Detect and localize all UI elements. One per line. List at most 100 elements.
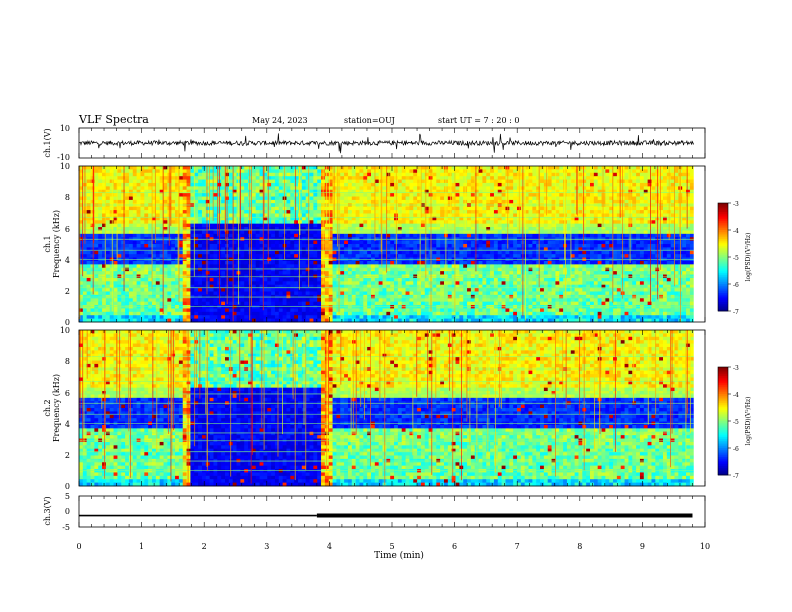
spectrogram-cell — [117, 284, 122, 289]
spectrogram-cell — [347, 301, 353, 306]
spectrogram-cell — [244, 291, 249, 296]
spectrogram-cell — [482, 260, 487, 265]
spectrogram-cell — [482, 182, 487, 187]
spectrogram-cell — [86, 210, 91, 214]
spectrogram-cell — [175, 193, 180, 197]
spectrogram-cell — [117, 301, 122, 306]
spectrogram-cell — [263, 176, 268, 180]
spectrogram-cell — [324, 230, 330, 235]
spectrogram-cell — [167, 267, 172, 272]
spectrogram-cell — [359, 240, 364, 245]
spectrogram-cell — [440, 172, 445, 177]
spectrogram-cell — [198, 267, 203, 272]
spectrogram-cell — [286, 277, 291, 282]
spectrogram-cell — [447, 271, 453, 275]
spectrogram-cell — [132, 206, 138, 211]
spectrogram-cell — [98, 277, 103, 282]
spectrogram-cell — [371, 254, 376, 258]
spectrogram-cell — [232, 250, 237, 255]
spectrogram-cell — [98, 240, 103, 245]
spectrogram-cell — [117, 244, 122, 248]
spectrogram-cell — [102, 301, 107, 306]
spectrogram-cell — [213, 277, 218, 282]
spectrogram-cell — [371, 301, 376, 306]
spectrogram-cell — [159, 315, 164, 320]
spectrogram-cell — [244, 176, 249, 180]
spectrogram-cell — [240, 210, 245, 214]
spectrogram-cell — [440, 291, 445, 296]
spectrogram-cell — [159, 305, 164, 309]
spectrogram-cell — [186, 281, 191, 286]
spectrogram-cell — [290, 315, 295, 320]
spectrogram-cell — [152, 271, 157, 275]
spectrogram-cell — [132, 301, 138, 306]
spectrogram-cell — [186, 206, 191, 211]
spectrogram-cell — [290, 291, 295, 296]
spectrogram-cell — [340, 244, 345, 248]
spectrogram-cell — [344, 267, 349, 272]
spectrogram-cell — [447, 260, 453, 265]
spectrogram-cell — [155, 264, 161, 269]
spectrogram-cell — [347, 206, 353, 211]
spectrogram-cell — [459, 169, 464, 174]
spectrogram-cell — [152, 288, 157, 292]
spectrogram-cell — [390, 277, 395, 282]
spectrogram-cell — [478, 254, 483, 258]
spectrogram-cell — [467, 186, 472, 191]
spectrogram-cell — [240, 227, 245, 231]
spectrogram-cell — [105, 206, 111, 211]
spectrogram-cell — [420, 291, 426, 296]
spectrogram-cell — [459, 240, 464, 245]
spectrogram-cell — [128, 301, 134, 306]
spectrogram-cell — [109, 318, 114, 323]
spectrogram-cell — [298, 305, 303, 309]
spectrogram-cell — [221, 169, 226, 174]
spectrogram-cell — [336, 189, 341, 194]
spectrogram-cell — [282, 288, 287, 292]
spectrogram-cell — [351, 193, 357, 197]
spectrogram-cell — [290, 308, 295, 313]
spectrogram-cell — [397, 247, 403, 252]
spectrogram-cell — [217, 311, 222, 316]
spectrogram-cell — [255, 233, 260, 238]
spectrogram-cell — [455, 240, 460, 245]
spectrogram-cell — [167, 250, 172, 255]
spectrogram-cell — [182, 206, 187, 211]
spectrogram-cell — [194, 223, 199, 228]
spectrogram-cell — [82, 305, 88, 309]
spectrogram-cell — [251, 199, 257, 204]
spectrogram-cell — [125, 169, 130, 174]
spectrogram-cell — [459, 247, 464, 252]
spectrogram-cell — [328, 250, 333, 255]
spectrogram-cell — [251, 216, 257, 221]
spectrogram-cell — [140, 264, 145, 269]
spectrogram-cell — [401, 271, 406, 275]
spectrogram-cell — [371, 305, 376, 309]
spectrogram-cell — [178, 308, 184, 313]
spectrogram-cell — [244, 298, 249, 303]
spectrogram-cell — [159, 189, 164, 194]
spectrogram-cell — [248, 210, 253, 214]
spectrogram-cell — [136, 210, 141, 214]
spectrogram-cell — [470, 182, 476, 187]
spectrogram-cell — [328, 233, 333, 238]
spectrogram-cell — [186, 223, 191, 228]
spectrogram-cell — [152, 277, 157, 282]
spectrogram-cell — [332, 233, 337, 238]
spectrogram-cell — [351, 210, 357, 214]
spectrogram-cell — [125, 220, 130, 225]
spectrogram-cell — [117, 210, 122, 214]
spectrogram-cell — [401, 199, 406, 204]
spectrogram-cell — [232, 291, 237, 296]
spectrogram-cell — [113, 196, 118, 201]
spectrogram-cell — [417, 213, 422, 218]
spectrogram-cell — [79, 189, 84, 194]
spectrogram-cell — [367, 176, 372, 180]
spectrogram-cell — [121, 166, 126, 170]
spectrogram-cell — [117, 267, 122, 272]
spectrogram-cell — [98, 264, 103, 269]
spectrogram-cell — [417, 230, 422, 235]
spectrogram-cell — [155, 315, 161, 320]
spectrogram-cell — [351, 213, 357, 218]
spectrogram-cell — [205, 305, 211, 309]
